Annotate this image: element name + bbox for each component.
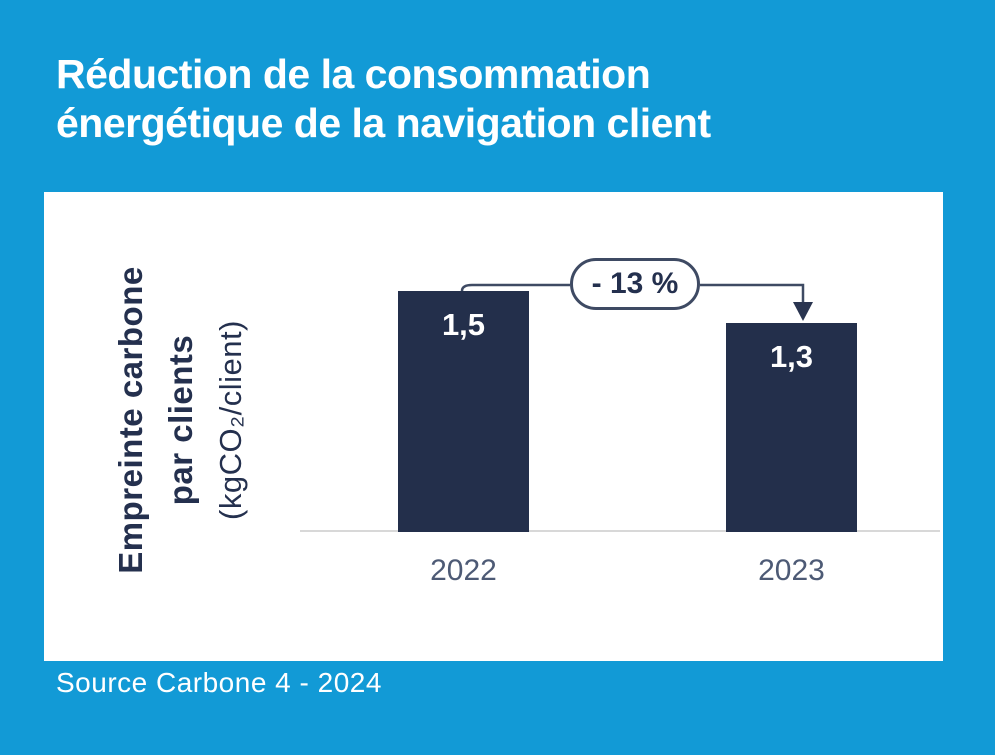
bar-2022-value-label: 1,5 [441,307,486,342]
page-title-line-1: Réduction de la consommation [56,51,651,97]
x-tick-2023: 2023 [758,554,825,587]
bar-2023: 1,3 [726,323,857,532]
y-axis-label-line-1: Empreinte carbone [112,266,149,574]
page-title-line-2: énergétique de la navigation client [56,100,711,146]
arrowhead-icon [793,302,813,321]
page-title: Réduction de la consommation énergétique… [56,50,711,148]
bar-2023-value-label: 1,3 [769,339,814,374]
y-axis-label-line-3: (kgCO₂/client) [213,320,248,520]
y-axis-label-line-2: par clients [162,334,199,506]
bar-2022: 1,5 [398,291,529,532]
source-caption: Source Carbone 4 - 2024 [56,667,382,698]
change-annotation-pill: - 13 % [570,258,700,310]
x-tick-2022: 2022 [430,554,497,587]
x-axis-line [300,530,940,532]
y-axis-label: Empreinte carbone par clients (kgCO₂/cli… [101,235,261,605]
chart-card: Empreinte carbone par clients (kgCO₂/cli… [44,192,943,661]
